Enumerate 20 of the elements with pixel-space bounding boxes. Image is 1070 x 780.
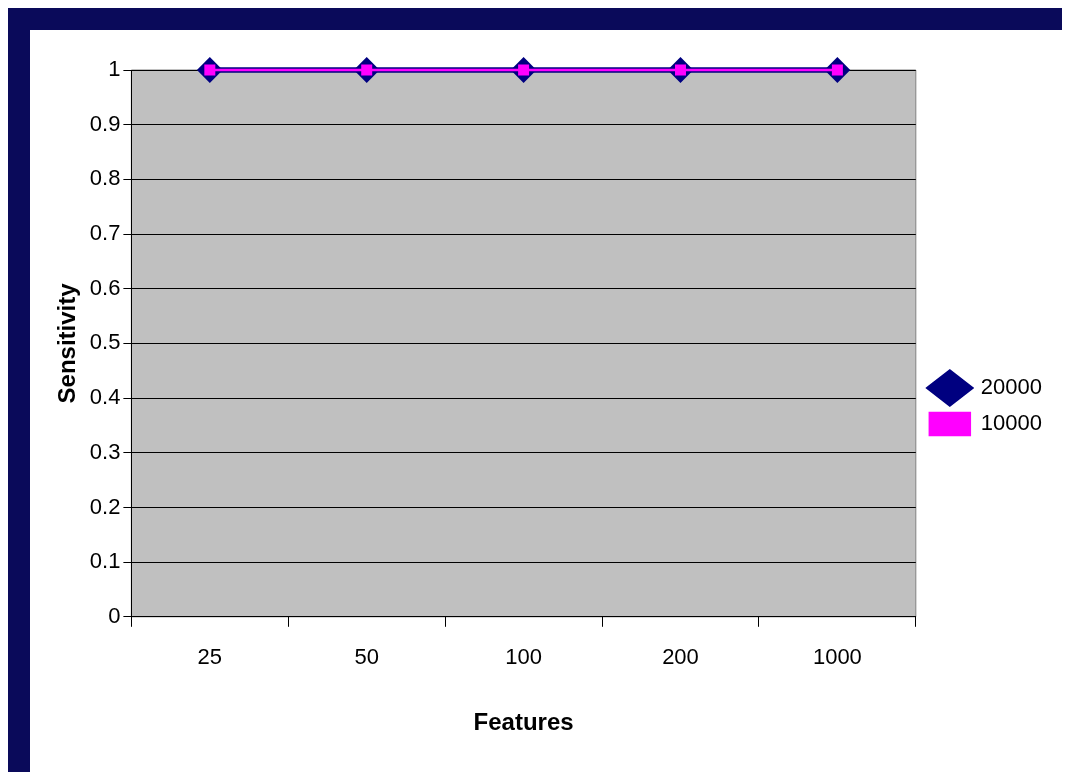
legend-label: 20000 bbox=[980, 374, 1043, 400]
y-tick-label: 1 bbox=[108, 56, 121, 82]
y-tick-label: 0 bbox=[108, 602, 121, 628]
y-tick-label: 0.3 bbox=[89, 438, 121, 464]
x-tick-label: 25 bbox=[197, 644, 223, 670]
x-tick-label: 1000 bbox=[812, 644, 862, 670]
y-tick-label: 0.6 bbox=[89, 274, 121, 300]
y-axis-title: Sensitivity bbox=[53, 282, 81, 404]
y-tick-label: 0.5 bbox=[89, 329, 121, 355]
x-axis-title: Features bbox=[473, 708, 574, 736]
y-tick-label: 0.9 bbox=[89, 110, 121, 136]
x-tick-label: 50 bbox=[354, 644, 379, 670]
x-tick-label: 200 bbox=[662, 644, 699, 670]
x-tick-label: 100 bbox=[505, 644, 542, 670]
y-tick-label: 0.2 bbox=[89, 493, 121, 519]
legend-label: 10000 bbox=[980, 410, 1043, 436]
y-tick-label: 0.1 bbox=[89, 548, 121, 574]
y-tick-label: 0.7 bbox=[89, 220, 121, 246]
y-tick-label: 0.8 bbox=[89, 165, 121, 191]
y-tick-label: 0.4 bbox=[89, 384, 121, 410]
